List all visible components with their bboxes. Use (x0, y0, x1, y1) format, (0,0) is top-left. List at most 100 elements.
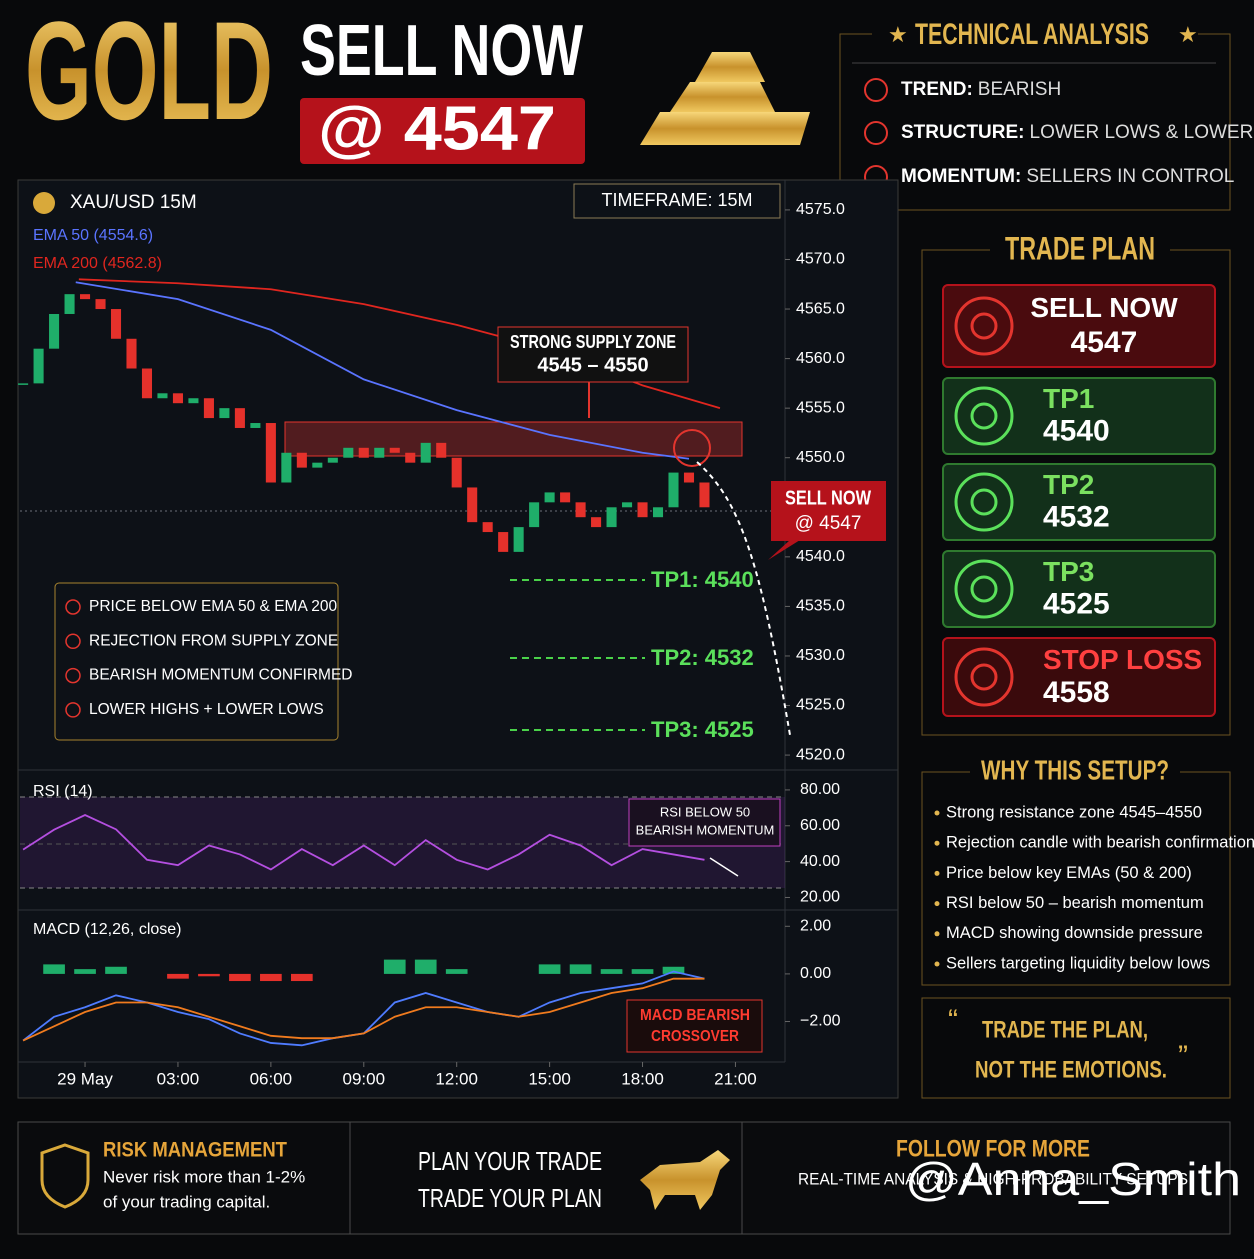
candle (219, 408, 229, 418)
why-item: MACD showing downside pressure (946, 924, 1203, 942)
timeframe: TIMEFRAME: 15M (601, 190, 752, 210)
candle (65, 294, 75, 314)
symbol-icon (33, 192, 55, 214)
y-tick-label: 2.00 (800, 918, 831, 935)
bullet (935, 811, 940, 816)
histogram-bar (539, 964, 561, 974)
plan-value: 4547 (1071, 326, 1138, 359)
candle (188, 398, 198, 403)
candle (235, 408, 245, 428)
target-label: TP2: 4532 (651, 645, 754, 670)
y-tick-label: 4550.0 (796, 449, 845, 466)
y-tick-label: 4530.0 (796, 647, 845, 664)
candle (142, 369, 152, 399)
risk-line: of your trading capital. (103, 1192, 270, 1211)
candle (343, 448, 353, 458)
plan-label: TP1 (1043, 383, 1094, 414)
price: @ 4547 (318, 94, 556, 163)
macd-note: CROSSOVER (651, 1028, 739, 1045)
candle (576, 502, 586, 517)
risk-line: Never risk more than 1-2% (103, 1167, 305, 1186)
candle (483, 522, 493, 532)
macd-note: MACD BEARISH (640, 1007, 750, 1024)
histogram-bar (601, 969, 623, 974)
y-tick-label: 4575.0 (796, 201, 845, 218)
legend-entry: EMA 50 (4554.6) (33, 227, 153, 244)
y-tick-label: 4520.0 (796, 746, 845, 763)
y-tick-label: 4555.0 (796, 399, 845, 416)
y-tick-label: 4525.0 (796, 697, 845, 714)
candle (637, 502, 647, 517)
rsi-note: RSI BELOW 50 (660, 804, 750, 819)
x-tick-label: 12:00 (435, 1069, 478, 1088)
y-tick-label: 4570.0 (796, 251, 845, 268)
y-tick-label: 4560.0 (796, 350, 845, 367)
candle (297, 453, 307, 468)
candle (95, 299, 105, 309)
item-text: SELLERS IN CONTROL (1026, 166, 1234, 187)
item-text: BEARISH (978, 79, 1061, 100)
candle (560, 492, 570, 502)
target-label: TP3: 4525 (651, 717, 754, 742)
candle (126, 339, 136, 369)
risk-title: RISK MANAGEMENT (103, 1139, 287, 1162)
analysis-item: TREND:BEARISH (901, 79, 1061, 100)
analysis-item: STRUCTURE:LOWER LOWS & LOWER HIGHS (901, 122, 1254, 143)
histogram-bar (229, 974, 251, 981)
candle (467, 487, 477, 522)
analysis-title: TECHNICAL ANALYSIS (915, 18, 1149, 51)
candle (328, 458, 338, 463)
candle (498, 532, 508, 552)
histogram-bar (384, 960, 406, 974)
y-tick-label: 4540.0 (796, 548, 845, 565)
checklist-item: PRICE BELOW EMA 50 & EMA 200 (89, 598, 337, 615)
item-label: STRUCTURE: (901, 122, 1025, 143)
histogram-bar (415, 960, 437, 974)
checklist-item: LOWER HIGHS + LOWER LOWS (89, 701, 324, 718)
bullet (935, 931, 940, 936)
candle (312, 463, 322, 468)
quote-mark: ” (1178, 1040, 1188, 1073)
candle (173, 393, 183, 403)
histogram-bar (167, 974, 189, 979)
bullet (935, 901, 940, 906)
candle (607, 507, 617, 527)
checklist-item: REJECTION FROM SUPPLY ZONE (89, 632, 338, 649)
legend-entry: EMA 200 (4562.8) (33, 255, 162, 272)
histogram-bar (198, 974, 220, 976)
macd-title: MACD (12,26, close) (33, 921, 182, 938)
rsi-title: RSI (14) (33, 783, 93, 800)
candle (405, 453, 415, 463)
why-item: Sellers targeting liquidity below lows (946, 954, 1210, 972)
histogram-bar (74, 969, 96, 974)
histogram-bar (105, 967, 127, 974)
candle (545, 492, 555, 502)
candle (266, 423, 276, 482)
plan-label: SELL NOW (1030, 292, 1178, 323)
plan-label: TP3 (1043, 556, 1094, 587)
bullet (935, 841, 940, 846)
bullet (935, 962, 940, 967)
histogram-bar (260, 974, 282, 981)
x-tick-label: 09:00 (343, 1069, 386, 1088)
candle (452, 458, 462, 488)
x-tick-label: 29 May (57, 1069, 113, 1088)
candle (390, 448, 400, 453)
candle (436, 443, 446, 458)
candle (250, 423, 260, 428)
zone-range: 4545 – 4550 (537, 354, 648, 376)
quote-mark: “ (948, 1004, 958, 1037)
why-title: WHY THIS SETUP? (981, 754, 1169, 785)
why-item: Rejection candle with bearish confirmati… (946, 834, 1254, 852)
candle (668, 473, 678, 508)
y-tick-label: 0.00 (800, 965, 831, 982)
plan-label: TP2 (1043, 469, 1094, 500)
candle (622, 502, 632, 507)
checklist-item: BEARISH MOMENTUM CONFIRMED (89, 667, 353, 684)
y-tick-label: −2.00 (800, 1013, 841, 1030)
histogram-bar (43, 964, 65, 974)
item-text: LOWER LOWS & LOWER HIGHS (1030, 122, 1254, 143)
symbol: XAU/USD 15M (70, 192, 197, 213)
